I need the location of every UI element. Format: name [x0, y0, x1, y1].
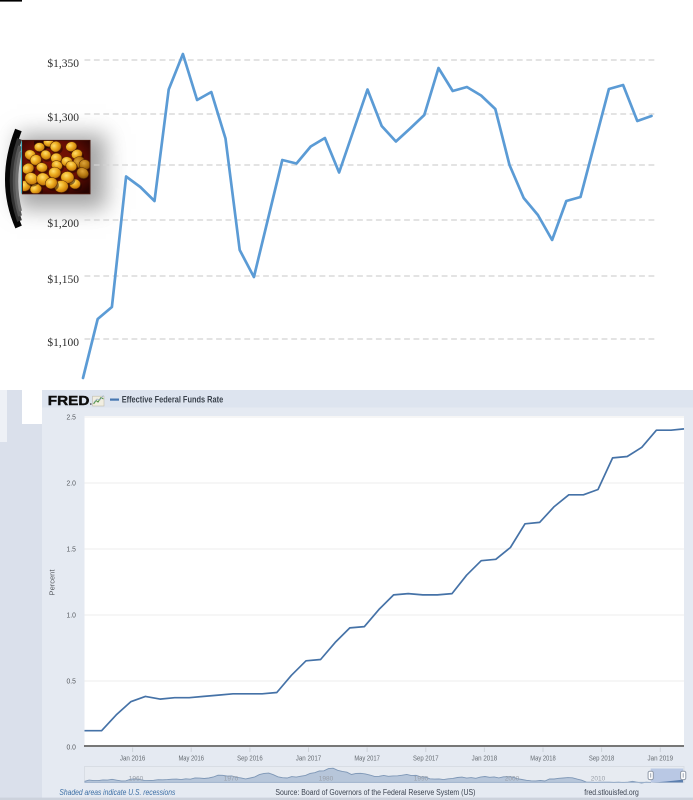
- svg-text:1.0: 1.0: [67, 611, 76, 620]
- svg-text:Source: Board of Governors of: Source: Board of Governors of the Federa…: [275, 788, 475, 797]
- svg-text:1990: 1990: [414, 776, 429, 783]
- svg-text:Sep 2017: Sep 2017: [413, 753, 439, 762]
- svg-text:Jan 2016: Jan 2016: [120, 753, 146, 762]
- svg-text:$1,200: $1,200: [47, 217, 79, 230]
- svg-text:1960: 1960: [129, 776, 144, 783]
- svg-text:Percent: Percent: [48, 569, 57, 596]
- svg-text:$1,350: $1,350: [47, 57, 79, 70]
- svg-text:0.0: 0.0: [67, 743, 76, 752]
- svg-text:Sep 2016: Sep 2016: [237, 753, 263, 762]
- svg-text:May 2016: May 2016: [178, 753, 204, 762]
- svg-text:Shaded areas indicate U.S. rec: Shaded areas indicate U.S. recessions: [59, 788, 175, 797]
- svg-text:2.0: 2.0: [67, 479, 76, 488]
- svg-text:2000: 2000: [505, 776, 520, 783]
- svg-text:Jan 2019: Jan 2019: [648, 753, 674, 762]
- svg-text:Sep 2018: Sep 2018: [589, 753, 615, 762]
- svg-text:Effective Federal Funds Rate: Effective Federal Funds Rate: [122, 395, 224, 405]
- svg-text:1.5: 1.5: [67, 545, 76, 554]
- svg-text:2010: 2010: [591, 776, 606, 783]
- svg-text:$1,100: $1,100: [47, 336, 79, 349]
- svg-text:May 2018: May 2018: [530, 753, 556, 762]
- svg-text:2.5: 2.5: [67, 413, 76, 422]
- svg-text:May 2017: May 2017: [354, 753, 380, 762]
- svg-text:Jan 2017: Jan 2017: [296, 753, 322, 762]
- svg-text:Jan 2018: Jan 2018: [472, 753, 498, 762]
- svg-text:1980: 1980: [319, 776, 334, 783]
- svg-text:fred.stlouisfed.org: fred.stlouisfed.org: [584, 788, 639, 797]
- svg-text:FRED: FRED: [48, 393, 90, 408]
- svg-text:1970: 1970: [224, 776, 239, 783]
- svg-text:0.5: 0.5: [67, 677, 76, 686]
- svg-text:$1,150: $1,150: [47, 273, 79, 286]
- svg-text:$1,300: $1,300: [47, 111, 79, 124]
